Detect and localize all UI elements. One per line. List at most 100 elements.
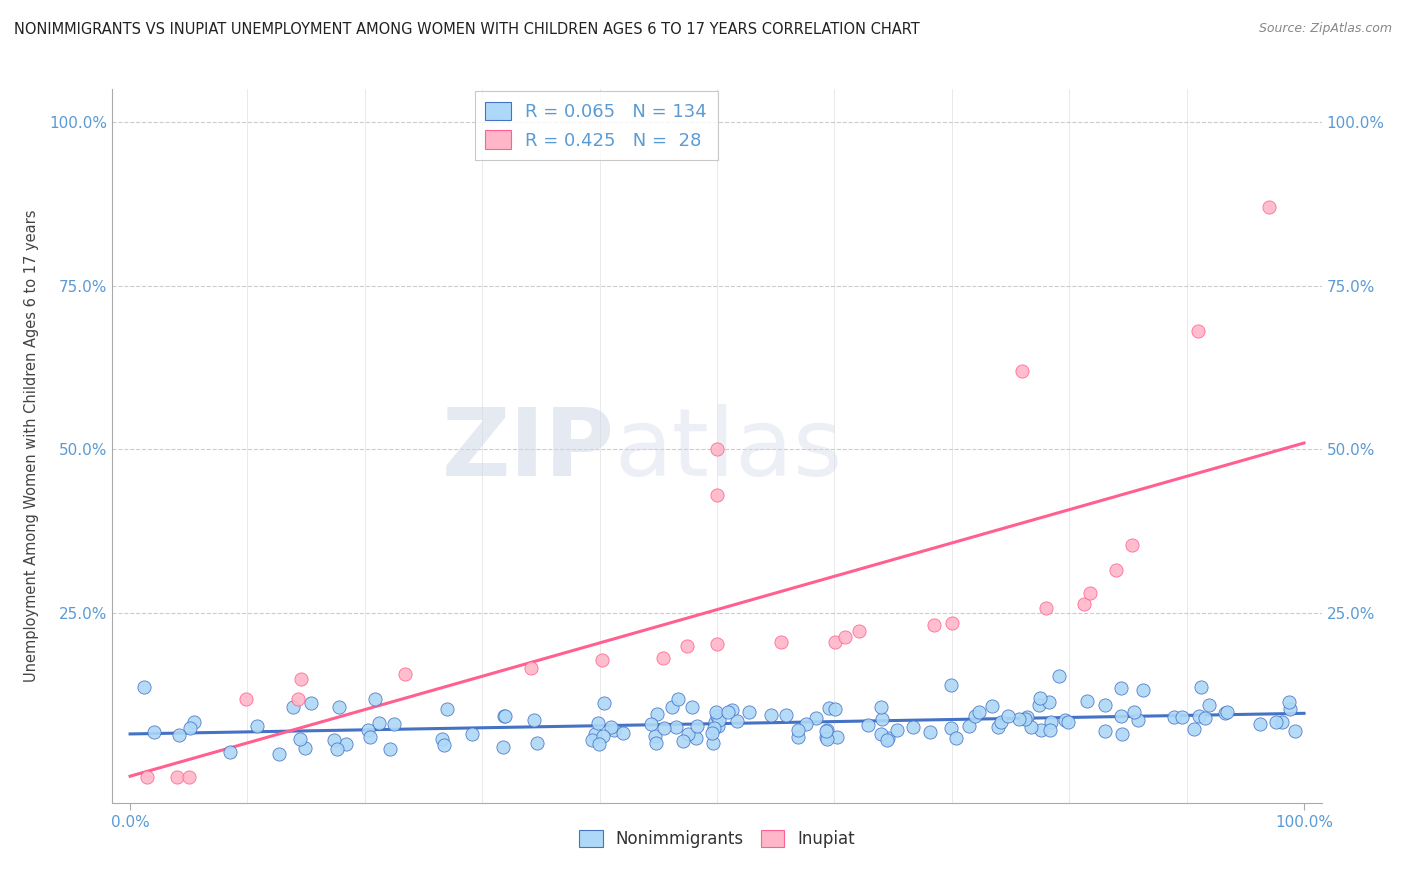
Point xyxy=(600,720,623,734)
Point xyxy=(299,696,322,710)
Point xyxy=(1109,709,1132,723)
Point xyxy=(661,700,683,714)
Point xyxy=(945,731,967,746)
Point xyxy=(1054,713,1077,727)
Point xyxy=(963,708,986,723)
Point xyxy=(665,720,688,734)
Point xyxy=(1265,715,1288,730)
Point xyxy=(876,732,898,747)
Point xyxy=(1126,713,1149,727)
Point xyxy=(177,770,200,784)
Point xyxy=(738,705,761,719)
Point xyxy=(652,651,675,665)
Point xyxy=(725,714,748,729)
Point xyxy=(1094,724,1116,739)
Point xyxy=(825,730,848,744)
Point xyxy=(1257,200,1279,214)
Point xyxy=(856,717,879,731)
Point xyxy=(134,680,156,694)
Point xyxy=(1078,586,1101,600)
Point xyxy=(901,720,924,734)
Point xyxy=(288,731,311,746)
Point xyxy=(1038,696,1060,710)
Point xyxy=(281,700,304,714)
Point xyxy=(436,702,458,716)
Point xyxy=(1284,723,1306,738)
Point xyxy=(461,727,484,741)
Point xyxy=(717,705,740,719)
Point xyxy=(581,733,603,747)
Point xyxy=(1198,698,1220,713)
Text: Source: ZipAtlas.com: Source: ZipAtlas.com xyxy=(1258,22,1392,36)
Point xyxy=(246,719,269,733)
Point xyxy=(1076,694,1098,708)
Point xyxy=(706,488,728,502)
Point xyxy=(815,732,838,747)
Point xyxy=(939,722,962,736)
Point xyxy=(1015,710,1038,724)
Point xyxy=(1189,681,1212,695)
Point xyxy=(848,624,870,639)
Point xyxy=(1057,714,1080,729)
Point xyxy=(1278,695,1301,709)
Point xyxy=(136,770,159,784)
Point xyxy=(603,723,626,737)
Point xyxy=(1104,563,1126,577)
Legend: Nonimmigrants, Inupiat: Nonimmigrants, Inupiat xyxy=(572,823,862,855)
Point xyxy=(686,719,709,733)
Point xyxy=(645,707,668,722)
Point xyxy=(876,731,898,745)
Point xyxy=(586,715,609,730)
Point xyxy=(218,745,240,759)
Text: NONIMMIGRANTS VS INUPIAT UNEMPLOYMENT AMONG WOMEN WITH CHILDREN AGES 6 TO 17 YEA: NONIMMIGRANTS VS INUPIAT UNEMPLOYMENT AM… xyxy=(14,22,920,37)
Point xyxy=(1035,601,1057,615)
Point xyxy=(1213,706,1236,721)
Point xyxy=(824,635,846,649)
Point xyxy=(759,707,782,722)
Point xyxy=(706,442,728,457)
Point xyxy=(323,732,346,747)
Point xyxy=(770,635,793,649)
Point xyxy=(1122,705,1144,719)
Point xyxy=(592,729,614,743)
Point xyxy=(941,616,963,631)
Point xyxy=(326,742,349,756)
Point xyxy=(703,715,725,730)
Point xyxy=(433,738,456,752)
Point xyxy=(918,725,941,739)
Point xyxy=(775,708,797,723)
Point xyxy=(1194,711,1216,725)
Point xyxy=(494,708,516,723)
Point xyxy=(645,736,668,750)
Point xyxy=(612,726,634,740)
Point xyxy=(815,730,838,744)
Point xyxy=(382,716,405,731)
Point xyxy=(990,715,1012,730)
Point xyxy=(1163,709,1185,723)
Point xyxy=(706,637,728,651)
Point xyxy=(368,715,391,730)
Point xyxy=(1029,691,1052,706)
Point xyxy=(588,737,610,751)
Point xyxy=(294,740,316,755)
Point xyxy=(676,727,699,741)
Point xyxy=(652,721,675,735)
Point xyxy=(1028,698,1050,712)
Point xyxy=(583,727,606,741)
Point xyxy=(702,736,724,750)
Point xyxy=(335,737,357,751)
Point xyxy=(987,720,1010,734)
Point xyxy=(235,692,257,706)
Point xyxy=(709,713,731,727)
Point xyxy=(269,747,291,761)
Point xyxy=(1121,538,1143,552)
Point xyxy=(520,661,543,675)
Point xyxy=(786,730,808,744)
Point xyxy=(815,723,838,738)
Point xyxy=(357,723,380,738)
Point xyxy=(786,723,808,738)
Point xyxy=(1132,683,1154,698)
Point xyxy=(1073,597,1095,611)
Point xyxy=(672,734,695,748)
Point xyxy=(703,721,725,735)
